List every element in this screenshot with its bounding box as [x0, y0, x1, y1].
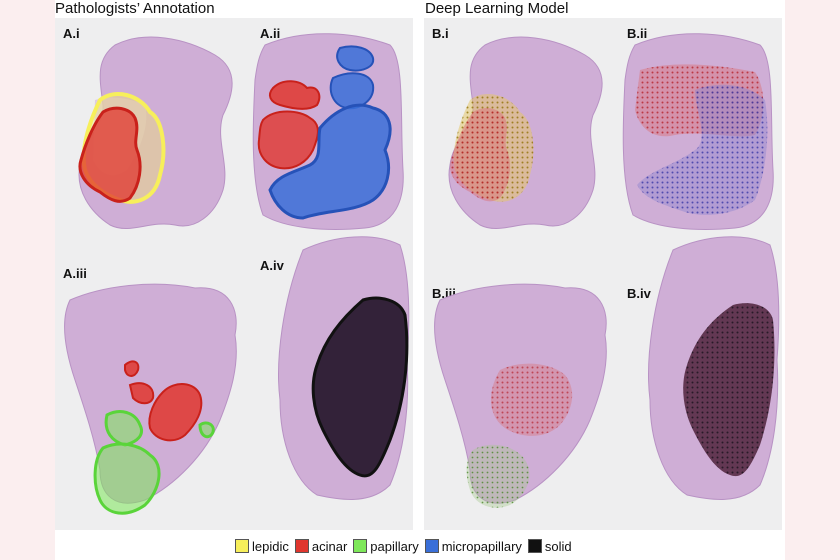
legend-label-solid: solid — [544, 538, 572, 554]
panel-label-biv: B.iv — [627, 286, 651, 301]
legend-item-lepidic: lepidic — [235, 539, 289, 554]
acinar-region — [148, 383, 203, 442]
acinar-prediction — [490, 363, 573, 436]
legend-label-acinar: acinar — [311, 538, 348, 554]
panel-label-aiii: A.iii — [63, 266, 87, 281]
legend-swatch-solid — [527, 539, 542, 553]
legend-swatch-lepidic — [235, 539, 249, 553]
figure: Pathologists’ Annotation Deep Learning M… — [55, 0, 785, 560]
pathologists-annotation-title: Pathologists’ Annotation — [55, 0, 215, 17]
panel-label-ai: A.i — [63, 26, 80, 41]
histology-slides — [64, 33, 780, 515]
legend-item-solid: solid — [527, 538, 572, 554]
legend-item-acinar: acinar — [294, 538, 348, 554]
legend-swatch-papillary — [353, 539, 368, 553]
solid-region — [311, 296, 409, 478]
acinar-prediction — [449, 108, 511, 202]
legend-swatch-micropapillary — [424, 539, 439, 553]
panel-label-aii: A.ii — [260, 26, 281, 41]
solid-prediction — [683, 303, 775, 477]
slide-aiii — [64, 283, 237, 515]
micropapillary-region — [329, 72, 375, 110]
micropapillary-prediction — [637, 84, 768, 215]
slide-bii — [622, 33, 774, 230]
legend: lepidic acinar papillary micropapillary … — [235, 537, 578, 555]
acinar-region — [78, 106, 142, 203]
legend-label-micropapillary: micropapillary — [441, 538, 522, 554]
legend-label-lepidic: lepidic — [252, 538, 289, 554]
slide-aiv — [278, 236, 410, 500]
slide-biii — [434, 283, 607, 508]
micropapillary-region-small — [336, 45, 375, 72]
deep-learning-model-title: Deep Learning Model — [425, 0, 569, 17]
papillary-region — [93, 442, 161, 515]
slide-aii — [252, 33, 404, 230]
legend-item-micropapillary: micropapillary — [424, 538, 522, 554]
legend-label-papillary: papillary — [370, 538, 419, 554]
legend-item-papillary: papillary — [353, 538, 419, 554]
slide-biv — [648, 236, 780, 500]
papillary-prediction — [466, 444, 530, 508]
panel-label-bii: B.ii — [627, 26, 648, 41]
panel-label-aiv: A.iv — [260, 258, 284, 273]
slide-bi — [448, 36, 603, 229]
slide-ai — [78, 36, 233, 229]
micropapillary-region-large — [268, 103, 392, 220]
acinar-region — [268, 80, 321, 110]
legend-swatch-acinar — [294, 539, 309, 553]
panel-label-bi: B.i — [432, 26, 449, 41]
